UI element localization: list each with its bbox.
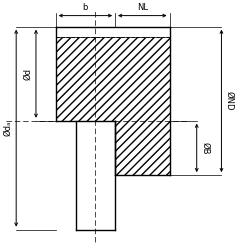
Text: NL: NL xyxy=(137,3,148,12)
Text: Ødₐ: Ødₐ xyxy=(4,120,13,136)
Text: ØND: ØND xyxy=(225,91,234,111)
Text: b: b xyxy=(83,3,88,12)
Polygon shape xyxy=(56,36,170,175)
Bar xyxy=(56,27,170,36)
Text: ØB: ØB xyxy=(200,142,209,154)
Text: Ød: Ød xyxy=(23,68,32,80)
